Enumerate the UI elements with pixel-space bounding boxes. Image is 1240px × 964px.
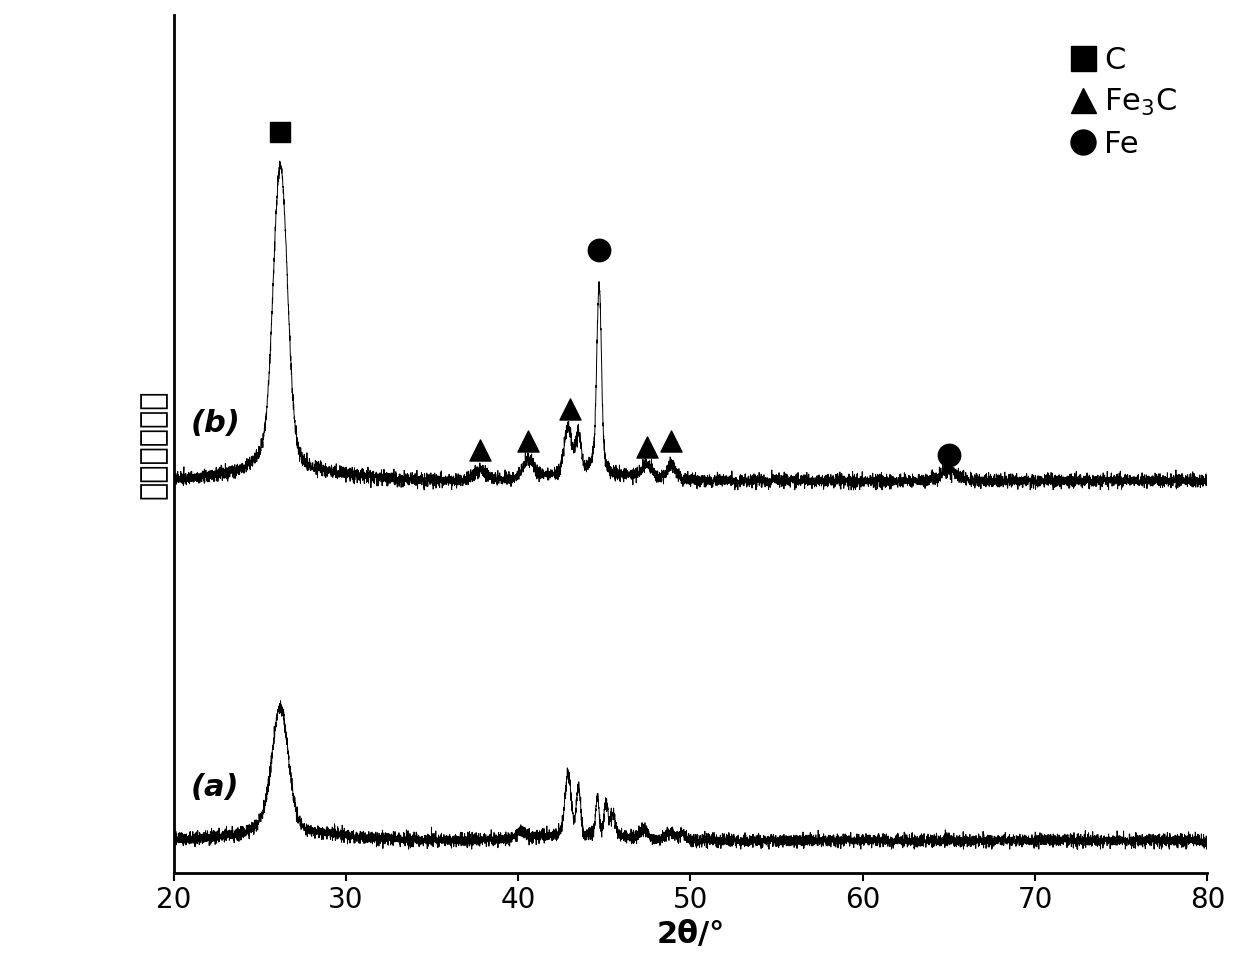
Point [589, 243, 609, 258]
Point [518, 433, 538, 448]
Point [939, 447, 959, 463]
Y-axis label: 相对衰射强度: 相对衰射强度 [139, 389, 167, 499]
Text: (a): (a) [191, 772, 239, 802]
Point [470, 442, 490, 458]
X-axis label: 2θ/°: 2θ/° [656, 920, 724, 949]
Point [637, 440, 657, 455]
Point [560, 401, 580, 416]
Point [270, 124, 290, 140]
Point [662, 434, 682, 449]
Text: (b): (b) [191, 409, 241, 438]
Legend: C, Fe$_3$C, Fe: C, Fe$_3$C, Fe [1055, 30, 1192, 174]
